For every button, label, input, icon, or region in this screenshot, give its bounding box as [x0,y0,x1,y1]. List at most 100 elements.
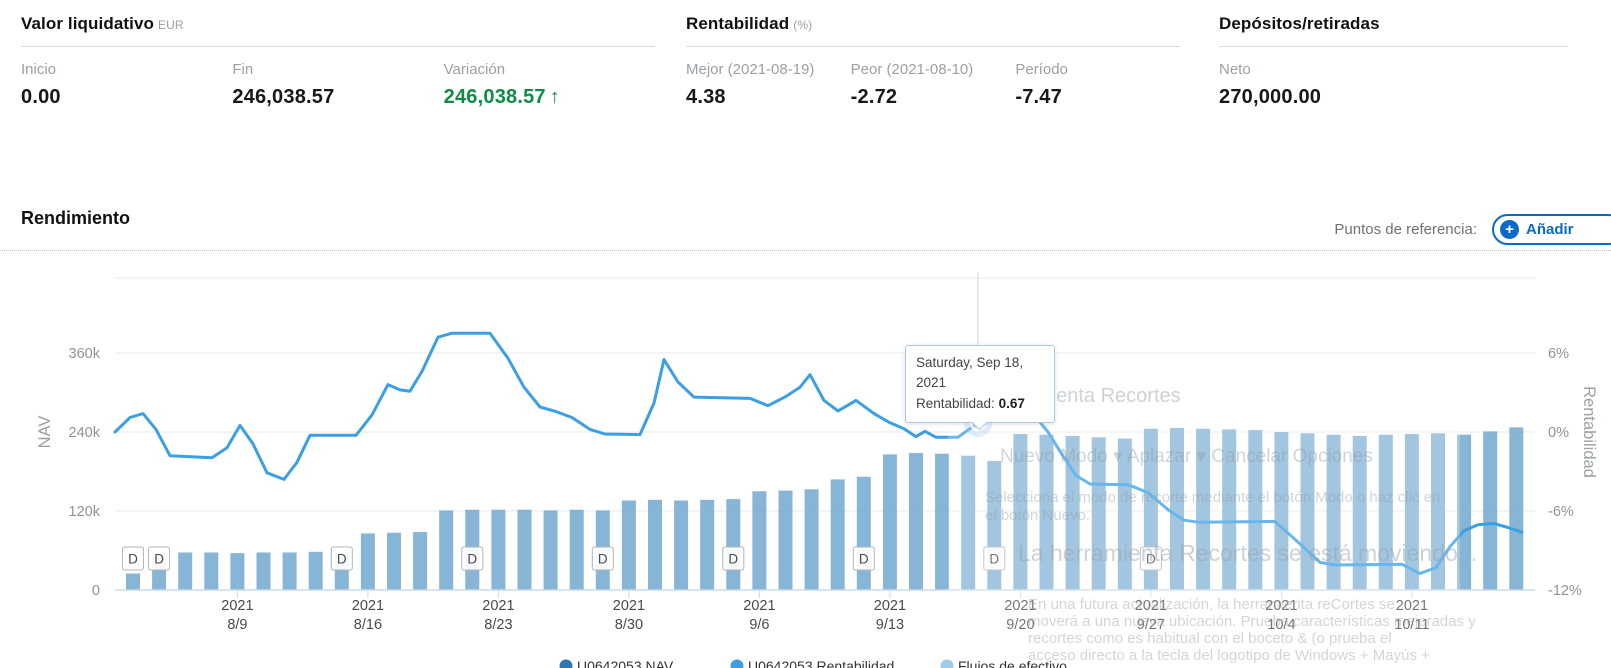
nav-bar[interactable] [1431,433,1445,590]
nav-bar[interactable] [1091,437,1106,590]
deposit-marker-box[interactable] [1139,546,1162,571]
nav-bar[interactable] [856,476,871,590]
nav-bar[interactable] [700,499,715,590]
y-axis-tick-label-right: -6% [1548,504,1574,520]
nav-bar[interactable] [648,499,662,590]
nav-bar[interactable] [517,509,532,590]
nav-bar[interactable] [256,552,271,590]
nav-bar[interactable] [1483,431,1498,590]
stat-label: Fin [232,61,254,78]
x-axis-year-label: 2021 [221,598,253,614]
stat-value: -2.72 [850,86,898,108]
nav-bar[interactable] [308,551,323,590]
nav-bar[interactable] [569,509,584,590]
nav-bar[interactable] [1352,435,1367,590]
x-axis-date-label: 10/4 [1267,617,1295,633]
nav-bar[interactable] [1013,433,1028,590]
nav-bar[interactable] [726,499,741,590]
legend-label[interactable]: Flujos de efectivo [958,658,1067,668]
tooltip-series-label: Rentabilidad: [916,395,995,411]
nav-bar[interactable] [282,552,297,590]
nav-bar[interactable] [804,489,819,590]
legend-marker[interactable] [940,659,954,668]
nav-bar[interactable] [1509,427,1524,590]
nav-bar[interactable] [1404,433,1419,590]
nav-bar[interactable] [360,533,375,590]
nav-bar[interactable] [491,509,506,590]
x-axis-year-label: 2021 [743,598,775,614]
nav-bar[interactable] [1326,434,1341,590]
deposit-marker-label: D [859,552,869,567]
add-button-label: Añadir [1526,221,1574,238]
plus-icon: + [1500,220,1519,239]
deposit-marker-box[interactable] [330,546,353,571]
nav-bar[interactable] [126,573,140,590]
nav-bar[interactable] [882,454,897,590]
nav-bar[interactable] [230,553,245,590]
nav-bar[interactable] [778,490,793,590]
reference-points-label: Puntos de referencia: [1334,221,1477,238]
deposit-marker-box[interactable] [852,546,875,571]
nav-bar[interactable] [1196,428,1211,590]
legend-marker[interactable] [559,659,573,668]
y-axis-tick-label-left: 240k [69,425,101,441]
deposit-marker-box[interactable] [148,546,171,571]
nav-bar[interactable] [935,453,950,590]
nav-bar[interactable] [1222,429,1237,590]
nav-bar[interactable] [1248,430,1263,590]
rentabilidad-line[interactable] [113,331,1524,575]
section-separator [0,250,1611,251]
y-axis-tick-label-left: 0 [92,583,100,599]
section-rentabilidad: Rentabilidad (%) Mejor (2021-08-19) 4.38 … [686,14,1180,109]
page-title: Rendimiento [21,208,131,228]
nav-bar[interactable] [413,532,428,590]
nav-bar[interactable] [439,510,454,590]
nav-bar[interactable] [674,500,689,590]
deposit-marker-box[interactable] [722,546,745,571]
stat-variacion: Variación 246,038.57 ↑ [444,61,655,109]
legend-label[interactable]: U0642053 Rentabilidad [748,658,894,668]
deposit-marker-box[interactable] [983,546,1006,571]
nav-bar[interactable] [1039,434,1054,590]
stat-periodo: Período -7.47 [1015,61,1180,109]
nav-bar[interactable] [1378,434,1393,590]
deposit-marker-label: D [989,552,999,567]
nav-bar[interactable] [387,532,401,590]
nav-bar[interactable] [178,552,193,590]
legend-label[interactable]: U0642053 NAV [577,658,674,668]
nav-bar[interactable] [1065,435,1080,590]
nav-bar[interactable] [1117,438,1132,590]
stat-neto: Neto 270,000.00 [1219,61,1441,109]
nav-bar[interactable] [204,552,219,590]
nav-bar[interactable] [909,453,923,590]
stat-value-positive: 246,038.57 ↑ [444,86,655,109]
legend-marker[interactable] [730,659,744,668]
x-axis-date-label: 9/20 [1006,617,1034,633]
performance-chart[interactable]: D D D D D D D D D 0 120k 240k 360k -12% -6% 0% 6% NAV Rent… [0,250,1611,668]
stat-label: Inicio [21,61,57,78]
nav-bar[interactable] [543,510,558,590]
section-divider [1219,46,1568,47]
nav-bar[interactable] [961,455,976,590]
section-title-text: Depósitos/retiradas [1219,14,1380,33]
y-axis-tick-label-left: 360k [69,346,101,362]
section-title-suffix: (%) [793,18,813,32]
nav-bar[interactable] [752,491,767,590]
stat-peor: Peor (2021-08-10) -2.72 [851,61,1016,109]
section-title: Depósitos/retiradas [1219,14,1568,34]
section-title-suffix: EUR [158,18,184,32]
nav-bar[interactable] [621,500,636,590]
nav-bar[interactable] [1170,428,1184,590]
x-axis-year-label: 2021 [1265,598,1297,614]
deposit-marker-box[interactable] [122,546,144,571]
nav-bar[interactable] [830,479,845,590]
x-axis-date-label: 8/23 [484,617,512,633]
deposit-marker-box[interactable] [461,546,484,571]
nav-bar[interactable] [987,460,1002,590]
deposit-marker-box[interactable] [591,546,614,571]
nav-bar[interactable] [1457,434,1472,590]
section-title-text: Valor liquidativo [21,14,155,33]
nav-bar[interactable] [1300,433,1315,590]
nav-bar[interactable] [1274,432,1289,590]
add-reference-point-button[interactable]: + Añadir [1492,214,1611,245]
